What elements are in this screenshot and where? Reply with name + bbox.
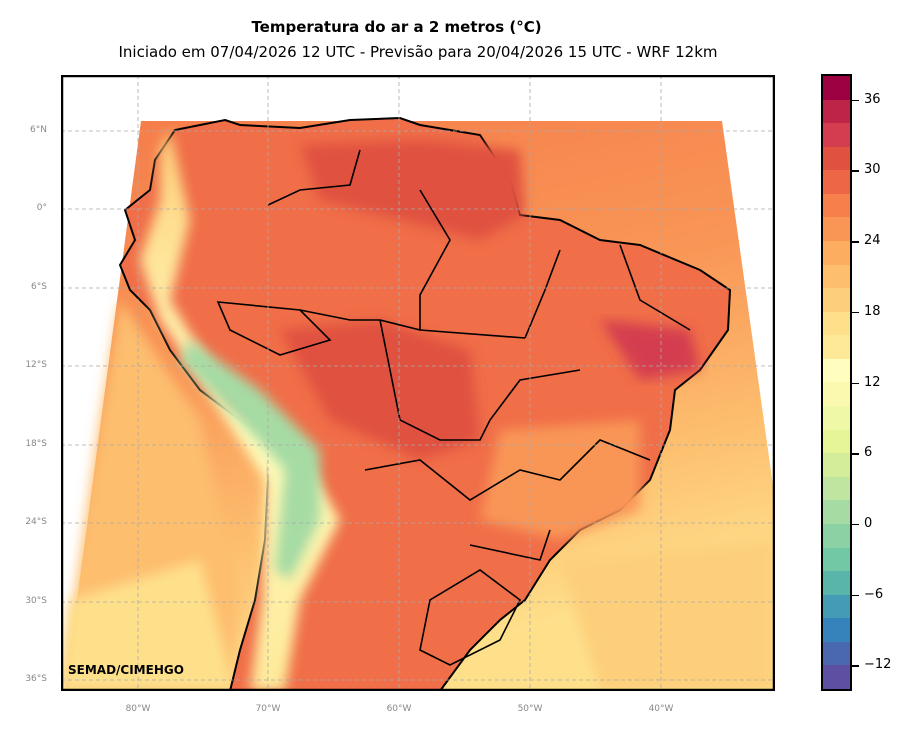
colorbar-tick-mark — [852, 99, 859, 102]
colorbar-band — [823, 123, 850, 147]
colorbar-band — [823, 75, 850, 100]
map-title: Temperatura do ar a 2 metros (°C) — [251, 18, 542, 36]
lat-label: 36°S — [25, 674, 47, 684]
colorbar-band — [823, 453, 850, 477]
colorbar-band — [823, 594, 850, 619]
colorbar-band — [823, 358, 850, 383]
colorbar-band — [823, 476, 850, 501]
colorbar-tick-label: −12 — [864, 657, 892, 673]
map-frame — [61, 75, 775, 691]
colorbar-tick-mark — [852, 594, 859, 597]
credit-label: SEMAD/CIMEHGO — [68, 663, 184, 677]
colorbar-band — [823, 99, 850, 124]
colorbar-tick-label: 12 — [864, 374, 881, 390]
map-subtitle: Iniciado em 07/04/2026 12 UTC - Previsão… — [118, 43, 718, 61]
colorbar-band — [823, 288, 850, 312]
colorbar-band — [823, 665, 850, 689]
colorbar-tick-label: −6 — [864, 586, 884, 602]
colorbar-tick-label: 6 — [864, 445, 873, 461]
colorbar-tick-label: 0 — [864, 515, 873, 531]
colorbar-band — [823, 547, 850, 572]
colorbar-tick-label: 18 — [864, 303, 881, 319]
colorbar-band — [823, 241, 850, 265]
country-borders — [216, 149, 691, 666]
colorbar-band — [823, 264, 850, 289]
lat-label: 18°S — [25, 439, 47, 449]
colorbar-tick-mark — [852, 523, 859, 526]
colorbar-band — [823, 335, 850, 359]
temperature-map — [61, 75, 775, 691]
colorbar-band — [823, 429, 850, 454]
lat-label: 24°S — [25, 517, 47, 527]
colorbar-band — [823, 217, 850, 242]
gridlines — [61, 75, 775, 691]
colorbar-band — [823, 523, 850, 548]
colorbar-tick-label: 36 — [864, 91, 881, 107]
lat-label: 0° — [36, 203, 47, 213]
warm-zone-central — [280, 320, 480, 460]
colorbar-band — [823, 641, 850, 666]
colorbar-tick-label: 30 — [864, 162, 881, 178]
colorbar-band — [823, 170, 850, 194]
lon-label: 70°W — [255, 704, 281, 714]
lon-label: 50°W — [517, 704, 543, 714]
colorbar — [821, 74, 852, 691]
lon-label: 60°W — [386, 704, 412, 714]
colorbar-band — [823, 406, 850, 430]
warm-zone-northeast — [600, 320, 700, 380]
southwest-cool-zone — [61, 560, 235, 691]
colorbar-tick-mark — [852, 382, 859, 384]
colorbar-tick-mark — [852, 311, 859, 314]
colorbar-tick-mark — [852, 241, 859, 243]
lat-label: 12°S — [25, 360, 47, 370]
colorbar-tick-label: 24 — [864, 233, 881, 249]
lat-label: 6°S — [31, 282, 47, 292]
colorbar-band — [823, 193, 850, 218]
andes-highland-cold — [180, 340, 320, 580]
colorbar-band — [823, 618, 850, 642]
lon-label: 40°W — [648, 704, 674, 714]
lat-label: 6°N — [30, 125, 47, 135]
colorbar-tick-mark — [852, 453, 859, 455]
colorbar-band — [823, 311, 850, 336]
colorbar-band — [823, 146, 850, 171]
southeast-cool-zone — [560, 540, 775, 691]
colorbar-tick-mark — [852, 170, 859, 172]
colorbar-band — [823, 382, 850, 407]
colorbar-band — [823, 500, 850, 524]
colorbar-tick-mark — [852, 665, 859, 667]
colorbar-band — [823, 571, 850, 595]
lon-label: 80°W — [125, 704, 151, 714]
lat-label: 30°S — [25, 596, 47, 606]
